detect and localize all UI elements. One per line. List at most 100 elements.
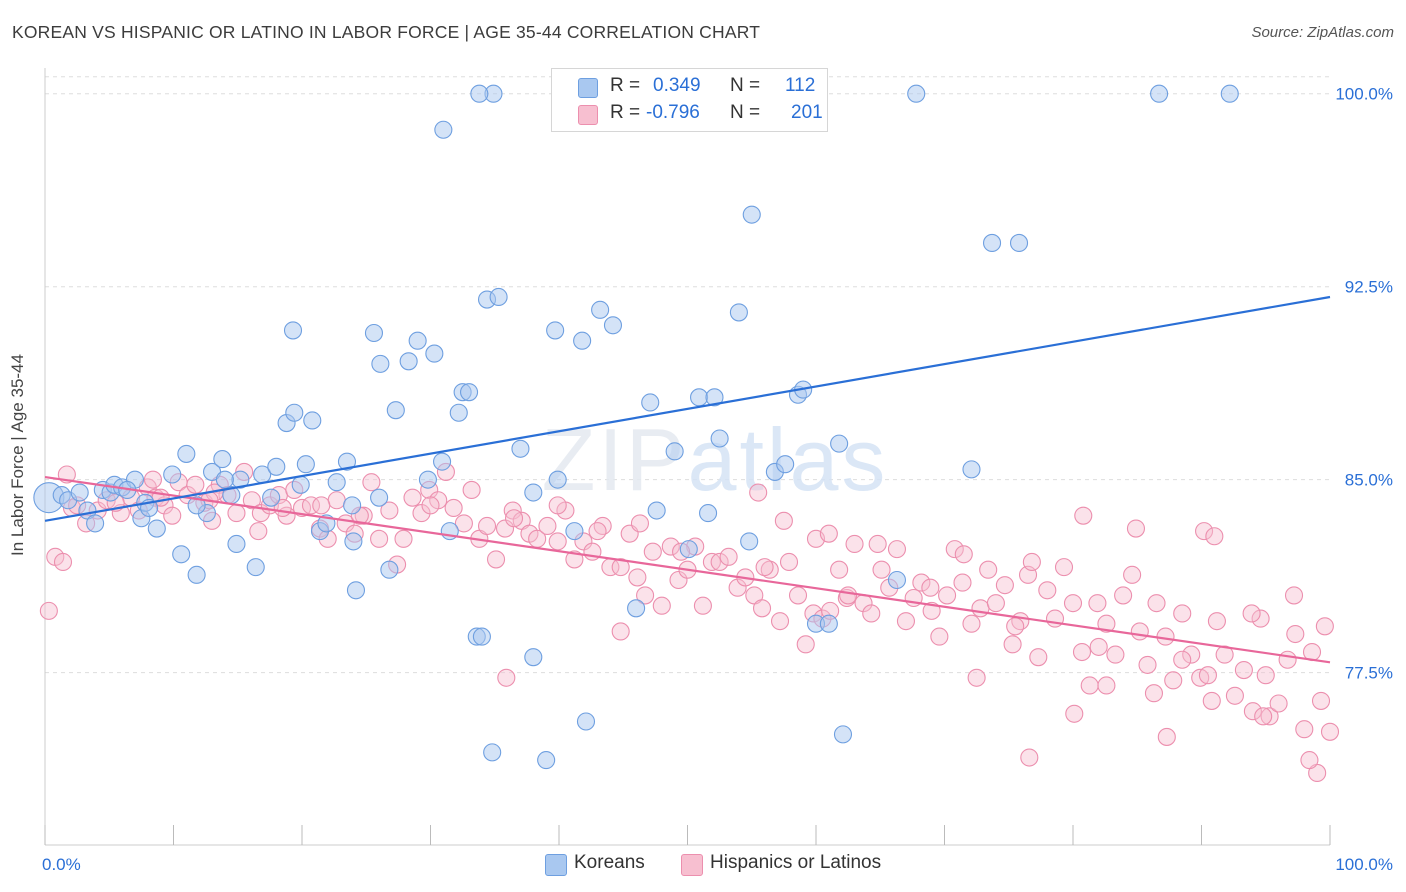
korean-point [1150,84,1169,103]
hispanic-point [702,552,721,572]
hispanic-point [962,614,981,633]
korean-legend-label: Koreans [574,852,645,873]
korean-point [641,393,660,412]
korean-point [371,354,390,373]
hispanic-point [953,573,972,592]
hispanic-point [1195,522,1214,541]
hispanic-point [954,545,973,564]
korean-point [291,475,310,494]
korean-point [343,496,362,515]
hispanic-point [872,560,891,579]
hispanic-point [163,506,182,525]
hispanic-point [312,496,331,515]
hispanic-point [830,560,849,579]
hispanic-point [770,612,790,631]
hispanic-point [1173,650,1192,669]
korean-point [177,444,196,463]
hispanic-point [643,542,662,561]
hispanic-point [1097,676,1116,695]
hispanic-point [1054,558,1074,577]
korean-point [399,352,418,371]
korean-point [524,648,543,667]
hispanic-point [462,480,481,499]
korean-point [285,403,304,422]
korean-point [776,455,795,474]
korean-point [603,316,623,335]
korean-point [907,84,926,103]
y-axis-label: In Labor Force | Age 35-44 [8,354,27,556]
korean-point [742,205,761,224]
hispanic-point [912,573,931,592]
hispanic-n-value: 201 [791,102,823,123]
hispanic-n-label: N = [730,102,761,123]
hispanic-point [1164,671,1183,690]
hispanic-point [652,596,671,615]
hispanic-point [719,547,738,566]
hispanic-point [1242,604,1261,623]
korean-point [627,599,646,618]
hispanic-point [788,586,808,605]
korean-point [548,470,567,489]
hispanic-point [630,514,650,533]
hispanic-point [862,604,881,623]
hispanic-point [548,496,567,515]
korean-point [511,439,530,458]
hispanic-point [143,470,162,489]
hispanic-point [628,568,647,587]
korean-point [215,470,234,489]
hispanic-point [249,522,268,541]
hispanic-point [636,586,655,605]
hispanic-point [755,558,774,577]
hispanic-r-value: -0.796 [646,102,700,123]
hispanic-point [1295,720,1314,739]
korean-point [576,712,596,731]
y-tick-label: 92.5% [1345,278,1393,297]
korean-point [86,514,105,533]
hispanic-point [1022,552,1041,572]
hispanic-point [611,622,630,641]
hispanic-point [779,552,799,572]
hispanic-point [380,501,399,520]
hispanic-point [593,516,612,536]
hispanic-point [227,504,246,523]
hispanic-point [1106,645,1125,664]
korean-point [546,321,565,340]
hispanic-point [1130,622,1149,641]
hispanic-point [1269,694,1288,713]
hispanic-point [921,578,940,597]
korean-legend-swatch [545,854,567,876]
hispanic-point [504,509,524,528]
korean-point [213,450,232,469]
hispanic-point [444,498,463,518]
hispanic-point [454,514,473,533]
hispanic-point [1260,707,1279,726]
korean-point [327,473,346,492]
korean-point [386,401,405,420]
hispanic-point [945,540,964,559]
hispanic-point [1074,506,1093,525]
stats-legend: R = 0.349 N = 112 R = -0.796 N = 201 [551,68,828,132]
korean-point [70,483,89,502]
hispanic-point [1284,586,1304,605]
hispanic-point [1097,614,1116,633]
korean-point [449,403,468,422]
korean-point [470,84,489,103]
hispanic-point [39,601,58,620]
korean-n-label: N = [730,75,761,96]
korean-point [483,743,502,762]
hispanic-point [1198,666,1217,685]
hispanic-point [477,516,497,536]
hispanic-point [1278,650,1297,669]
korean-point [647,501,666,520]
hispanic-point [421,496,440,515]
hispanic-points [39,462,1340,783]
korean-point [433,452,452,471]
hispanic-point [611,558,630,577]
hispanic-point [1311,691,1331,710]
hispanic-point [327,491,346,510]
hispanic-r-label: R = [610,102,641,123]
hispanic-point [362,473,381,492]
korean-point [830,434,849,453]
korean-point [472,627,491,646]
hispanic-point [930,627,949,646]
